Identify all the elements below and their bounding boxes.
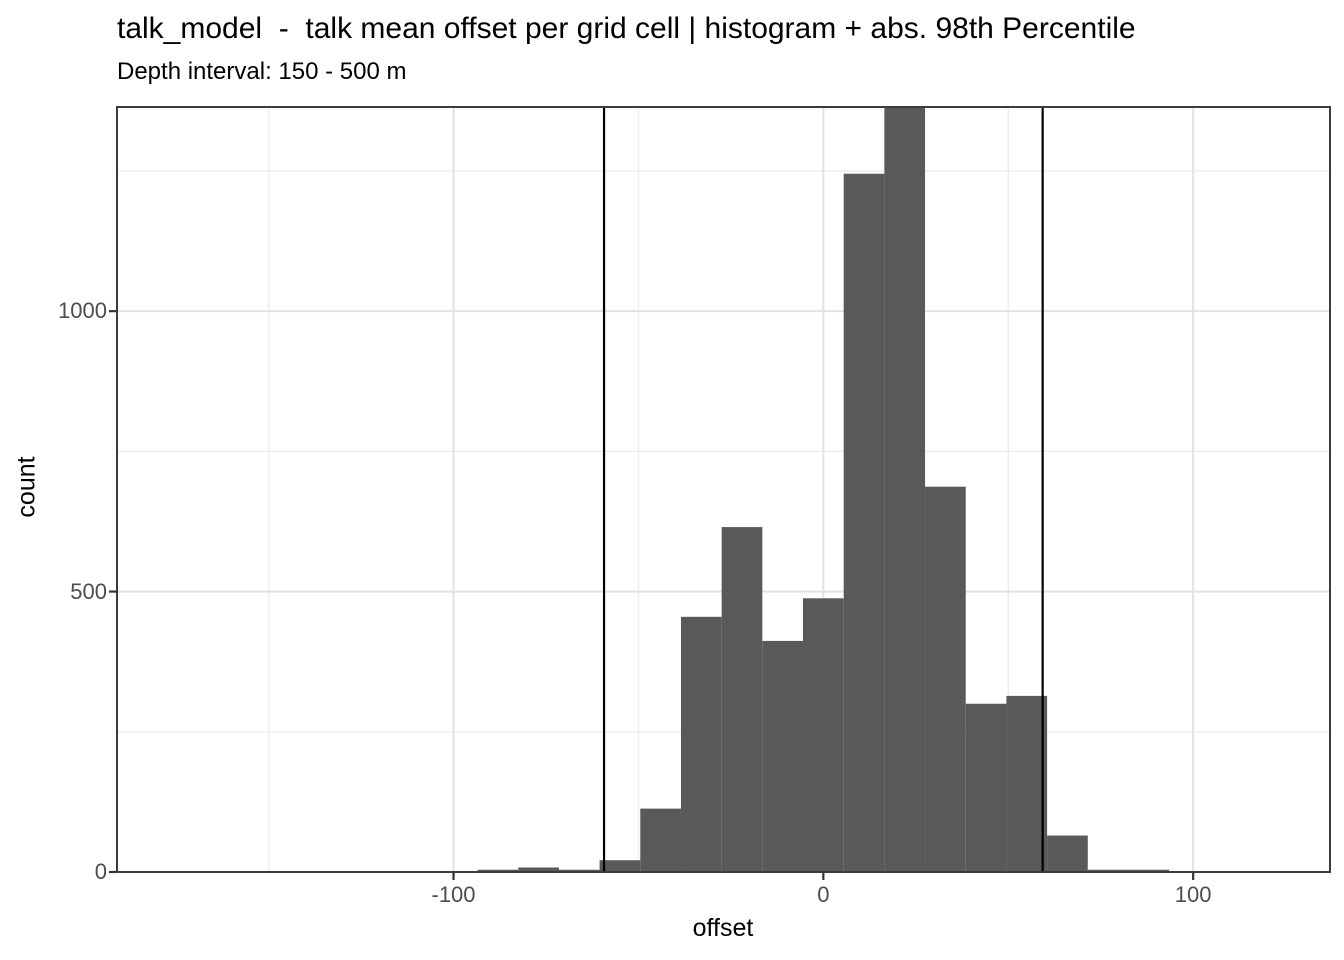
x-axis-title: offset (692, 914, 754, 942)
histogram-bar (640, 808, 681, 872)
plot-subtitle: Depth interval: 150 - 500 m (117, 58, 407, 85)
x-tick-label: 0 (817, 882, 830, 907)
histogram-bar (843, 173, 885, 872)
histogram-bar (803, 598, 844, 872)
histogram-bar (884, 107, 926, 872)
y-tick-label: 0 (94, 859, 107, 884)
histogram-bar (680, 616, 722, 872)
panel-border (116, 106, 1331, 873)
histogram-bar (1087, 869, 1129, 872)
histogram-bar (558, 869, 600, 872)
histogram-bar (1047, 835, 1088, 872)
histogram-bar (477, 869, 519, 872)
histogram-bar (762, 640, 804, 872)
histogram-bar (1128, 869, 1170, 872)
plot-title: talk_model - talk mean offset per grid c… (117, 12, 1136, 45)
x-tick-label: 100 (1174, 882, 1212, 907)
y-tick-label: 500 (70, 578, 107, 604)
histogram-bar (721, 527, 763, 872)
y-tick-label: 1000 (58, 298, 107, 324)
x-tick-label: -100 (431, 882, 476, 907)
histogram-bar (599, 860, 641, 872)
histogram-bar (1006, 695, 1048, 872)
histogram-bar (925, 486, 966, 872)
histogram-bar (965, 703, 1007, 872)
histogram-bar (518, 867, 559, 872)
